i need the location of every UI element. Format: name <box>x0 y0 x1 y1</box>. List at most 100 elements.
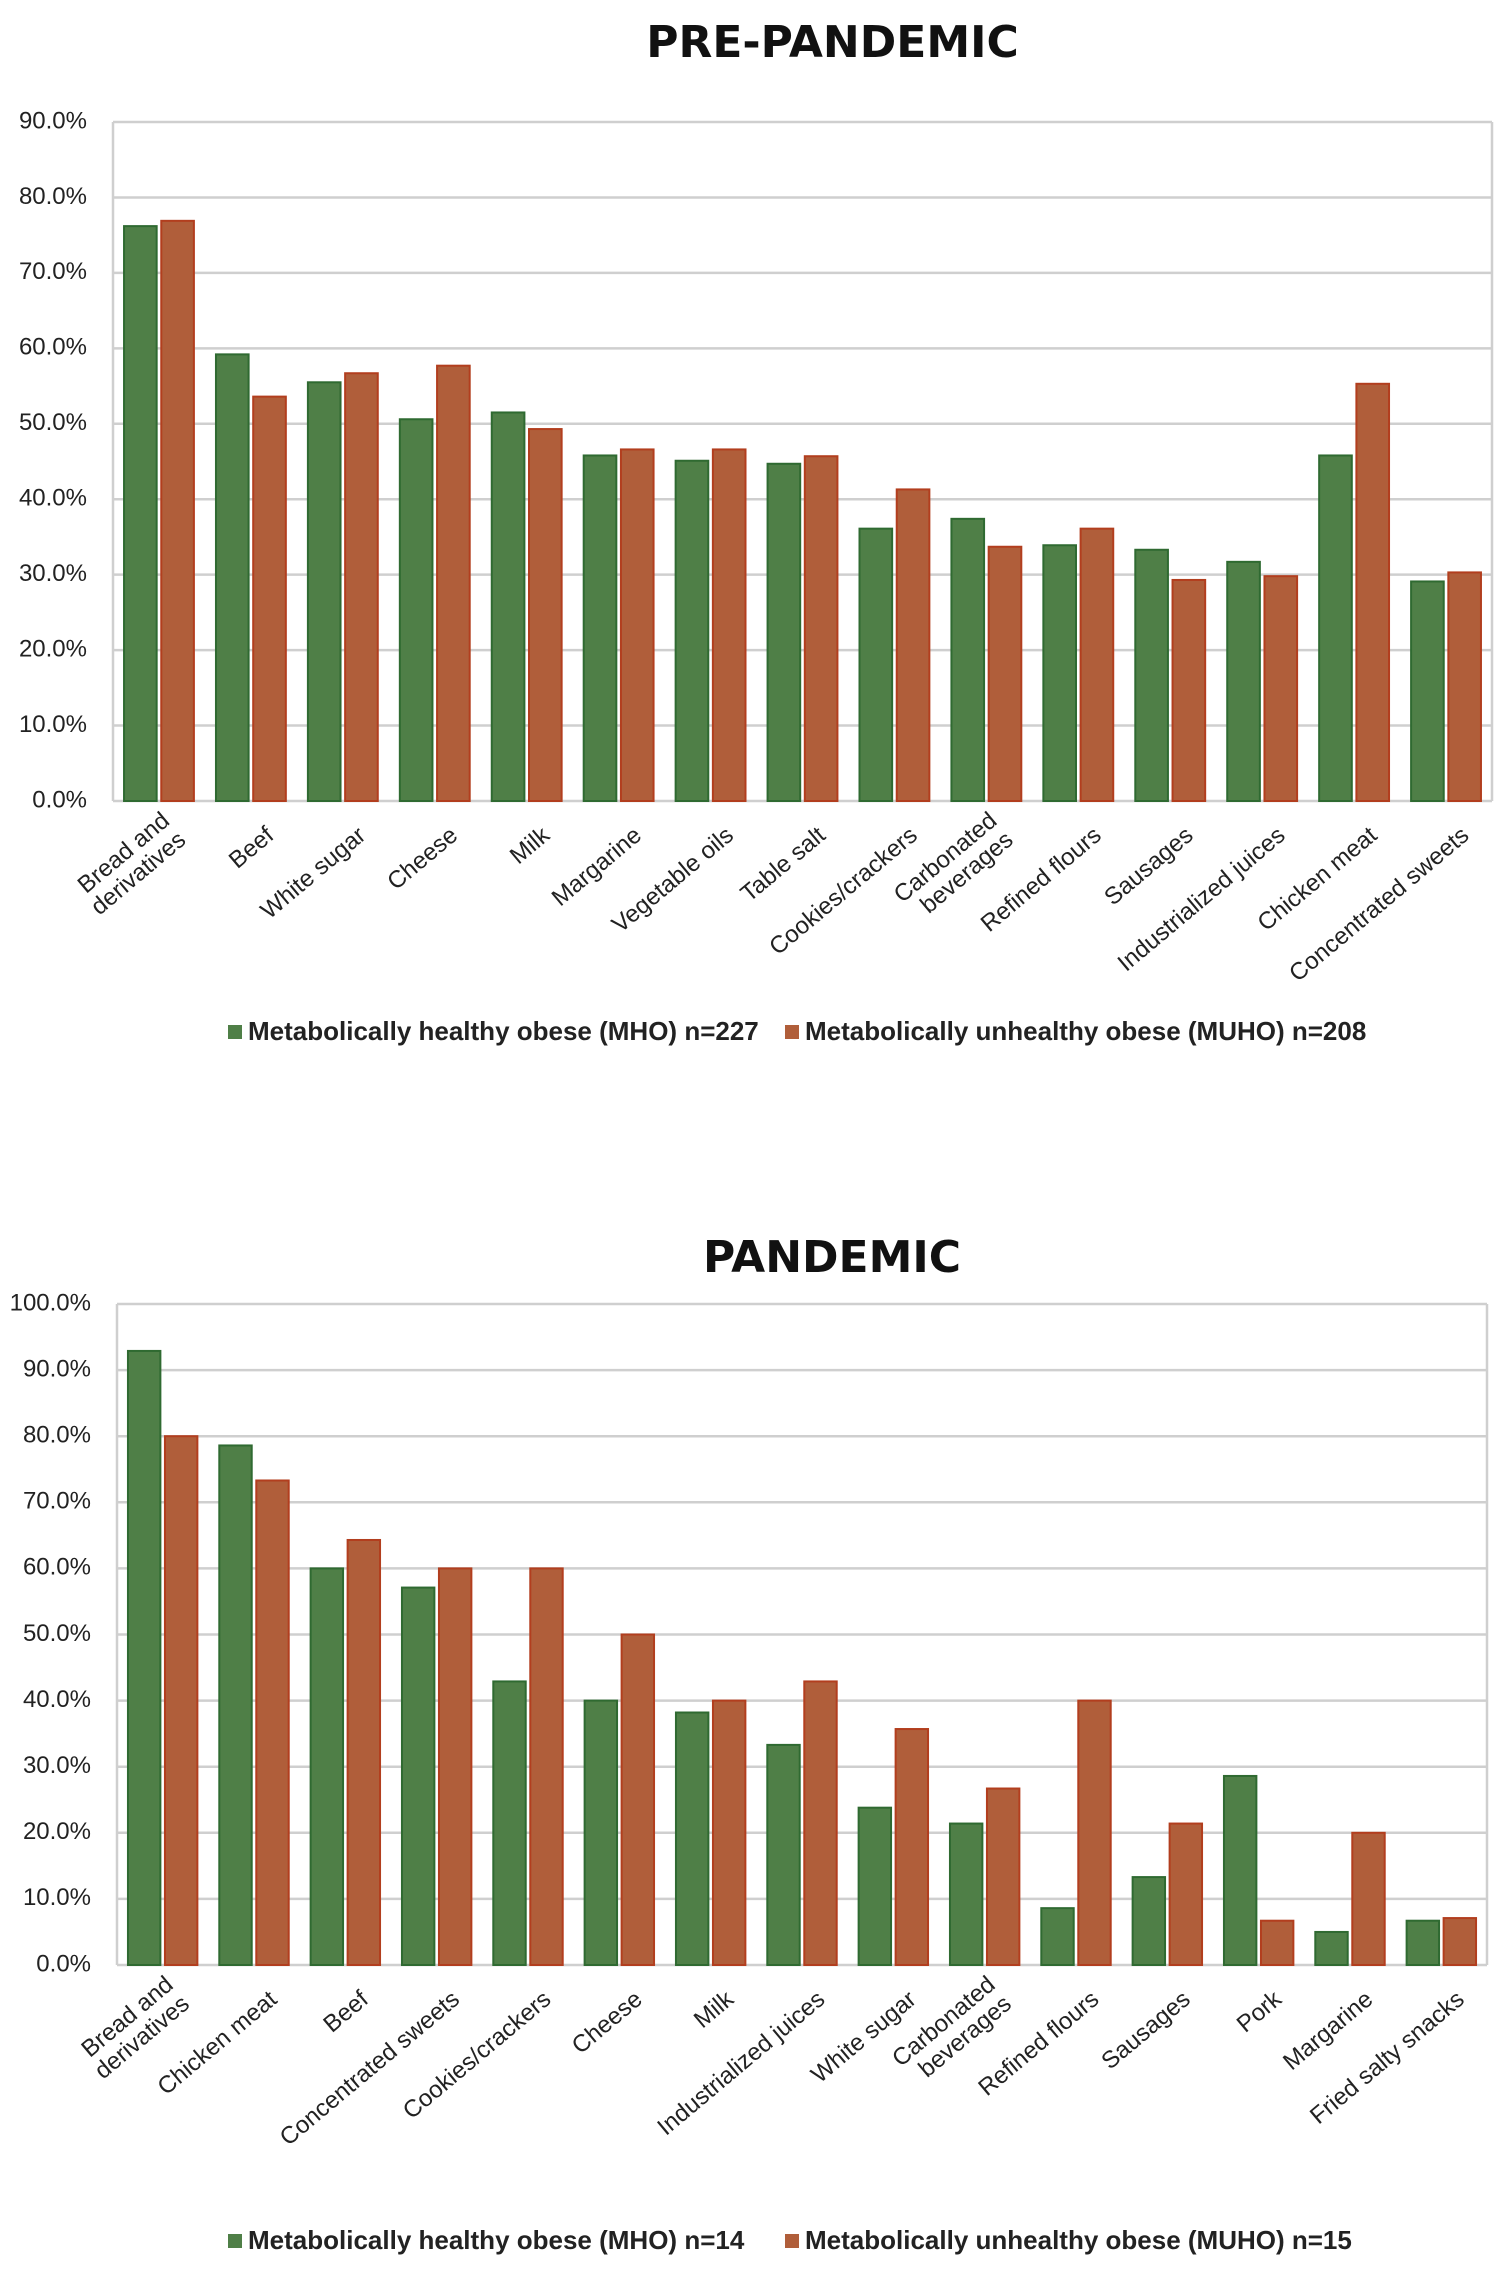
bar-mho-11 <box>1131 1876 1167 1967</box>
bar-mho-10 <box>1040 1907 1075 1967</box>
bar-muho-10 <box>1077 1699 1112 1966</box>
bar-muho-6 <box>711 1699 747 1966</box>
bar-mho-5 <box>583 1699 619 1966</box>
legend-label-muho: Metabolically unhealthy obese (MUHO) n=1… <box>805 2225 1352 2255</box>
bar-muho-8 <box>895 488 931 802</box>
bar-mho-6 <box>674 459 710 802</box>
bar-muho-12 <box>1263 575 1299 802</box>
legend-swatch-mho <box>228 2234 242 2248</box>
category-label-line: Industrialized juices <box>652 1986 830 2141</box>
bar-mho-1 <box>218 1444 253 1966</box>
category-label-line: Table salt <box>736 821 831 907</box>
bar-mho-13 <box>1318 454 1353 802</box>
bar-mho-9 <box>950 517 986 802</box>
y-tick-label: 10.0% <box>23 1884 91 1911</box>
bar-mho-11 <box>1134 548 1169 803</box>
x-category-label: Pork <box>1232 1985 1288 2038</box>
y-tick-label: 50.0% <box>23 1620 91 1647</box>
chart-title: PRE-PANDEMIC <box>646 17 1019 68</box>
y-tick-label: 70.0% <box>23 1488 91 1515</box>
x-category-label: Cheese <box>567 1986 648 2060</box>
bar-muho-0 <box>163 1435 199 1966</box>
y-tick-label: 80.0% <box>19 183 87 210</box>
y-tick-label: 0.0% <box>32 786 87 813</box>
bar-muho-2 <box>344 372 379 802</box>
legend-swatch-mho <box>228 1025 242 1039</box>
bar-mho-6 <box>674 1711 710 1967</box>
bar-mho-10 <box>1042 544 1078 803</box>
x-category-label: Beef <box>318 1985 373 2038</box>
bar-muho-11 <box>1171 578 1207 802</box>
bar-mho-4 <box>490 411 526 802</box>
y-tick-label: 90.0% <box>23 1355 91 1382</box>
bar-mho-14 <box>1405 1919 1441 1967</box>
y-tick-label: 100.0% <box>10 1289 91 1316</box>
category-label-line: Beef <box>318 1985 373 2038</box>
bar-muho-14 <box>1447 571 1482 802</box>
y-tick-label: 70.0% <box>19 258 87 285</box>
category-label-line: Cheese <box>382 822 463 896</box>
y-tick-label: 0.0% <box>36 1950 91 1977</box>
bar-muho-4 <box>529 1567 564 1967</box>
y-tick-label: 30.0% <box>23 1752 91 1779</box>
x-category-label: Concentrated sweets <box>1284 822 1474 988</box>
y-tick-label: 40.0% <box>19 485 87 512</box>
bar-mho-12 <box>1222 1774 1258 1966</box>
bar-mho-8 <box>857 1806 893 1966</box>
bar-muho-13 <box>1355 382 1391 802</box>
bar-muho-9 <box>985 1787 1021 1966</box>
category-label-line: Industrialized juices <box>1113 822 1291 977</box>
bar-mho-3 <box>400 1586 436 1966</box>
bar-mho-4 <box>492 1680 527 1967</box>
bar-muho-7 <box>803 1680 838 1967</box>
x-category-label: Fried salty snacks <box>1305 1986 1469 2130</box>
x-category-label: Cheese <box>382 822 463 896</box>
bar-mho-0 <box>126 1349 162 1966</box>
bar-mho-0 <box>123 225 158 802</box>
bar-mho-8 <box>858 527 894 802</box>
y-tick-label: 20.0% <box>23 1818 91 1845</box>
category-label-line: Concentrated sweets <box>1284 822 1474 988</box>
bar-muho-10 <box>1079 527 1115 802</box>
bar-muho-13 <box>1351 1831 1386 1967</box>
x-category-label: Table salt <box>736 821 831 907</box>
category-label-line: Concentrated sweets <box>275 1986 465 2152</box>
bar-muho-1 <box>255 1479 290 1967</box>
y-tick-label: 80.0% <box>23 1422 91 1449</box>
legend-swatch-muho <box>785 1025 799 1039</box>
bar-mho-14 <box>1410 580 1445 802</box>
chart-pre-pandemic: PRE-PANDEMIC 0.0% 10.0% 20.0% 30.0% 40.0% 50.0… <box>19 17 1494 1046</box>
legend-label-mho: Metabolically healthy obese (MHO) n=14 <box>248 2225 745 2255</box>
y-tick-label: 60.0% <box>23 1554 91 1581</box>
bar-muho-5 <box>619 448 655 802</box>
bar-mho-2 <box>309 1567 345 1967</box>
legend-label-muho: Metabolically unhealthy obese (MUHO) n=2… <box>805 1016 1366 1046</box>
category-label-line: Sausages <box>1096 1986 1195 2075</box>
category-label-line: Milk <box>689 1985 740 2034</box>
bar-muho-3 <box>437 1567 473 1967</box>
x-category-label: Milk <box>689 1985 740 2034</box>
bar-mho-9 <box>948 1822 984 1967</box>
bar-mho-13 <box>1314 1930 1349 1966</box>
legend-label-mho: Metabolically healthy obese (MHO) n=227 <box>248 1016 759 1046</box>
y-tick-label: 60.0% <box>19 334 87 361</box>
chart-pandemic: PANDEMIC 0.0% 10.0% 20.0% 30.0% 40.0% 50.0% 60.… <box>10 1232 1489 2255</box>
category-label-line: Pork <box>1232 1985 1288 2038</box>
y-tick-label: 10.0% <box>19 711 87 738</box>
x-category-label: Bread andderivatives <box>70 807 191 921</box>
bar-muho-0 <box>160 219 195 803</box>
y-tick-label: 30.0% <box>19 560 87 587</box>
bar-muho-5 <box>620 1633 656 1966</box>
bar-mho-3 <box>398 418 434 802</box>
x-category-label: Milk <box>505 821 556 870</box>
x-category-label: Concentrated sweets <box>275 1986 465 2152</box>
x-category-label: Industrialized juices <box>1113 822 1291 977</box>
chart-title: PANDEMIC <box>703 1232 961 1283</box>
bar-mho-2 <box>306 381 342 802</box>
bar-mho-1 <box>214 353 250 802</box>
bar-muho-7 <box>803 455 839 802</box>
y-tick-label: 90.0% <box>19 107 87 134</box>
y-tick-label: 20.0% <box>19 635 87 662</box>
bar-muho-1 <box>252 395 287 802</box>
